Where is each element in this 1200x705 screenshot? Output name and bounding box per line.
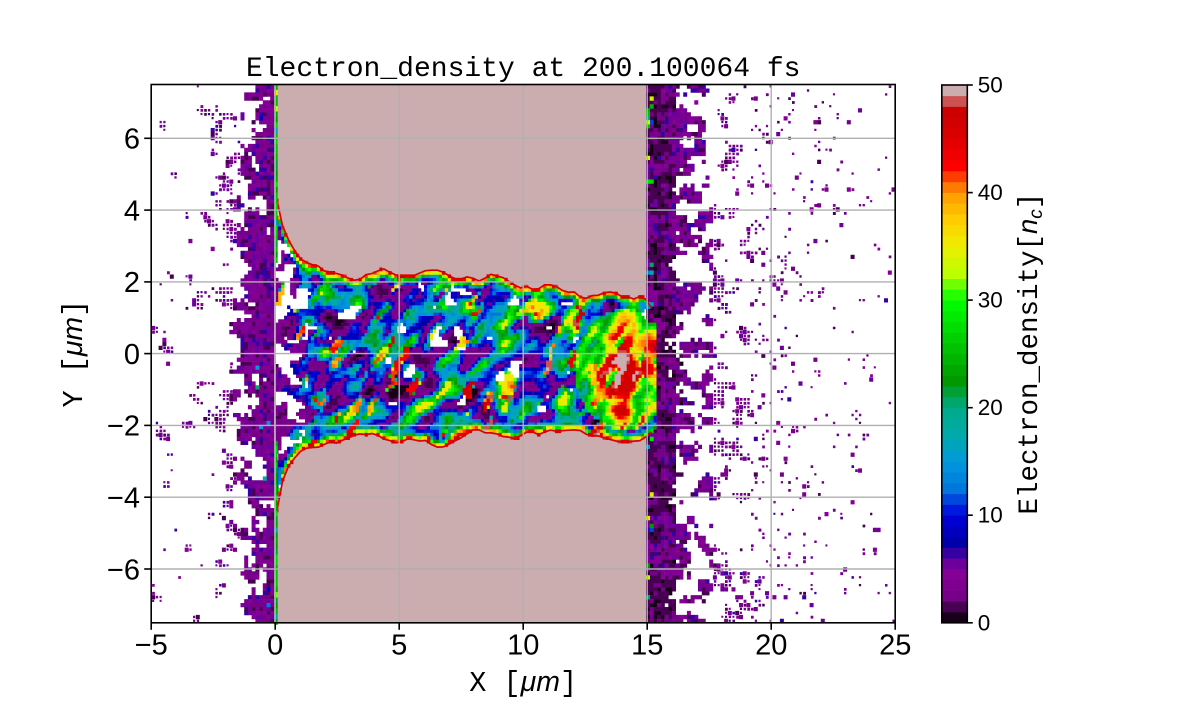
svg-text:0: 0 [124,339,140,371]
svg-text:10: 10 [507,630,539,662]
svg-text:20: 20 [978,395,1003,420]
svg-text:0: 0 [267,630,283,662]
svg-text:10: 10 [978,503,1003,528]
svg-text:15: 15 [631,630,663,662]
svg-text:20: 20 [755,630,787,662]
svg-text:4: 4 [124,195,140,227]
svg-text:X [μm]: X [μm] [469,666,577,700]
svg-text:5: 5 [391,630,407,662]
svg-text:30: 30 [978,288,1003,313]
svg-text:Y [μm]: Y [μm] [57,300,91,408]
svg-text:0: 0 [978,610,991,635]
svg-text:−6: −6 [107,554,140,586]
svg-text:40: 40 [978,180,1003,205]
svg-text:−2: −2 [107,411,140,443]
svg-text:2: 2 [124,267,140,299]
svg-text:50: 50 [978,73,1003,98]
svg-text:6: 6 [124,124,140,156]
svg-text:−4: −4 [107,483,140,515]
svg-text:−5: −5 [135,630,168,662]
svg-text:25: 25 [879,630,911,662]
svg-text:Electron_density[nc]: Electron_density[nc] [1012,193,1047,515]
svg-text:Electron_density at 200.100064: Electron_density at 200.100064 fs [246,54,801,85]
